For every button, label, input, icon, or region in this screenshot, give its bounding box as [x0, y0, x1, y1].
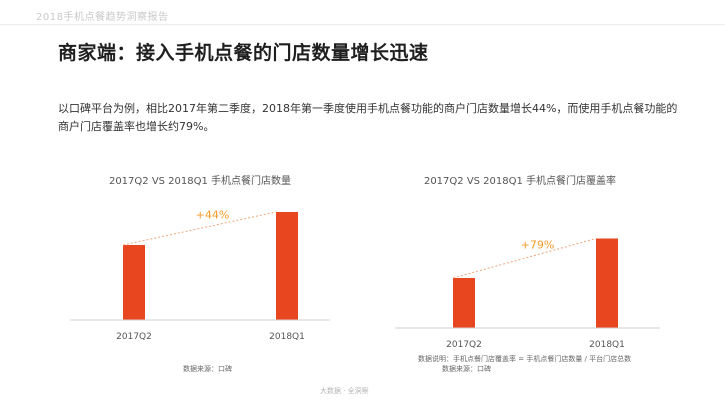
store-count-chart: 2017Q2 VS 2018Q1 手机点餐门店数量 +44% 2017Q2 20…	[70, 158, 330, 352]
data-source-note: 数据来源：口碑	[183, 365, 232, 373]
growth-annotation: +79%	[521, 238, 555, 251]
report-header-title: 2018手机点餐趋势洞察报告	[36, 12, 169, 23]
chart-title: 2017Q2 VS 2018Q1 手机点餐门店覆盖率	[424, 174, 616, 187]
trend-line	[452, 238, 597, 279]
bars-group	[453, 238, 618, 328]
footer-watermark: 大数据 · 全洞察	[320, 387, 369, 395]
slide-title: 商家端：接入手机点餐的门店数量增长迅速	[58, 42, 429, 64]
chart-title: 2017Q2 VS 2018Q1 手机点餐门店数量	[109, 174, 291, 187]
coverage-rate-chart-svg: 2017Q2 VS 2018Q1 手机点餐门店覆盖率 +79% 2017Q2 2…	[395, 174, 660, 350]
x-tick-label: 2017Q2	[446, 340, 482, 348]
bars-group	[123, 212, 298, 320]
bar-2018q1	[276, 212, 298, 320]
data-explanation-note: 数据说明：手机点餐门店覆盖率 = 手机点餐门店数量 / 平台门店总数 数据来源：…	[418, 354, 631, 374]
bar-2018q1	[596, 238, 618, 328]
bar-2017q2	[453, 278, 475, 328]
data-source-line: 数据来源：口碑	[442, 365, 491, 373]
x-tick-label: 2018Q1	[269, 332, 305, 342]
store-count-chart-svg: 2017Q2 VS 2018Q1 手机点餐门店数量 +44% 2017Q2 20…	[70, 174, 330, 342]
data-explanation-line: 数据说明：手机点餐门店覆盖率 = 手机点餐门店数量 / 平台门店总数	[418, 355, 632, 363]
coverage-rate-chart: 2017Q2 VS 2018Q1 手机点餐门店覆盖率 +79% 2017Q2 2…	[375, 158, 675, 352]
lead-paragraph: 以口碑平台为例，相比2017年第二季度，2018年第一季度使用手机点餐功能的商户…	[58, 102, 678, 133]
header-divider	[0, 24, 725, 25]
x-tick-label: 2017Q2	[116, 332, 152, 342]
bar-2017q2	[123, 245, 145, 320]
x-tick-label: 2018Q1	[589, 340, 625, 348]
growth-annotation: +44%	[196, 209, 230, 222]
